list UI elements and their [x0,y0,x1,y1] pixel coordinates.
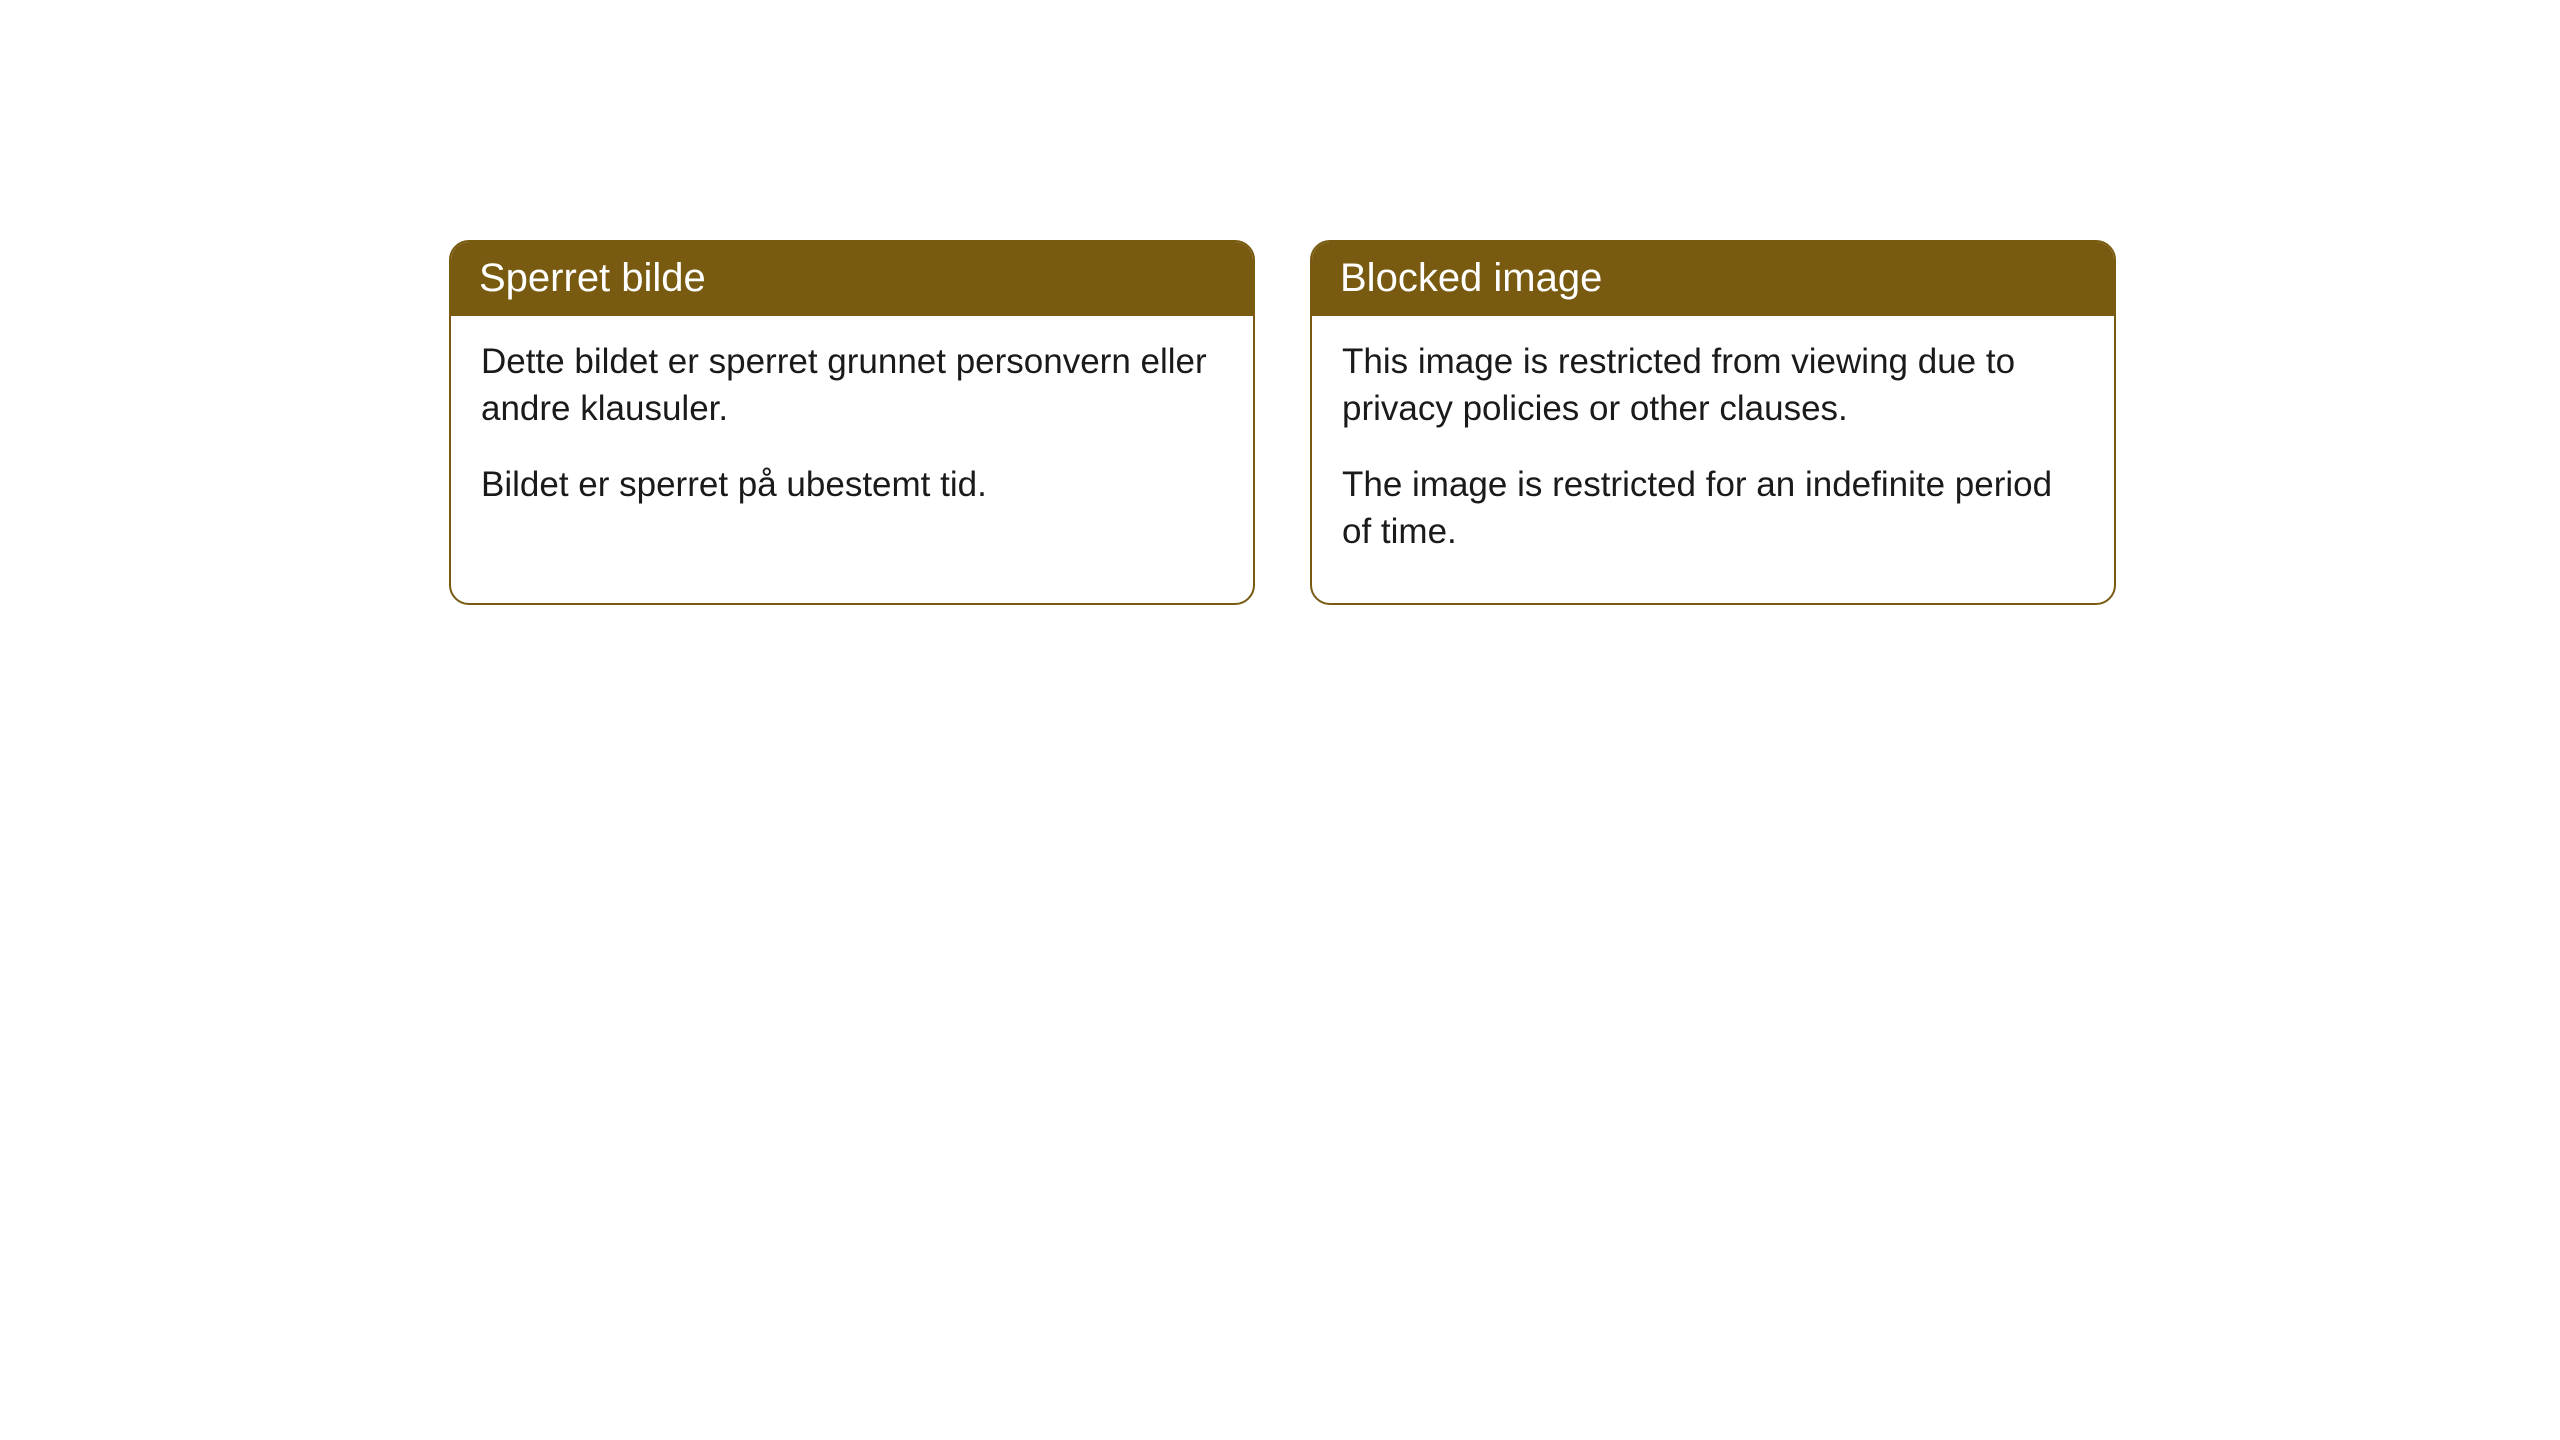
card-title-en: Blocked image [1312,242,2114,316]
card-body-en: This image is restricted from viewing du… [1312,316,2114,603]
card-title-no: Sperret bilde [451,242,1253,316]
blocked-image-card-en: Blocked image This image is restricted f… [1310,240,2116,605]
card-body-no: Dette bildet er sperret grunnet personve… [451,316,1253,556]
card-paragraph-1-no: Dette bildet er sperret grunnet personve… [481,338,1223,433]
card-paragraph-2-en: The image is restricted for an indefinit… [1342,461,2084,556]
blocked-image-card-no: Sperret bilde Dette bildet er sperret gr… [449,240,1255,605]
card-paragraph-1-en: This image is restricted from viewing du… [1342,338,2084,433]
card-paragraph-2-no: Bildet er sperret på ubestemt tid. [481,461,1223,508]
notice-cards-container: Sperret bilde Dette bildet er sperret gr… [0,0,2560,605]
